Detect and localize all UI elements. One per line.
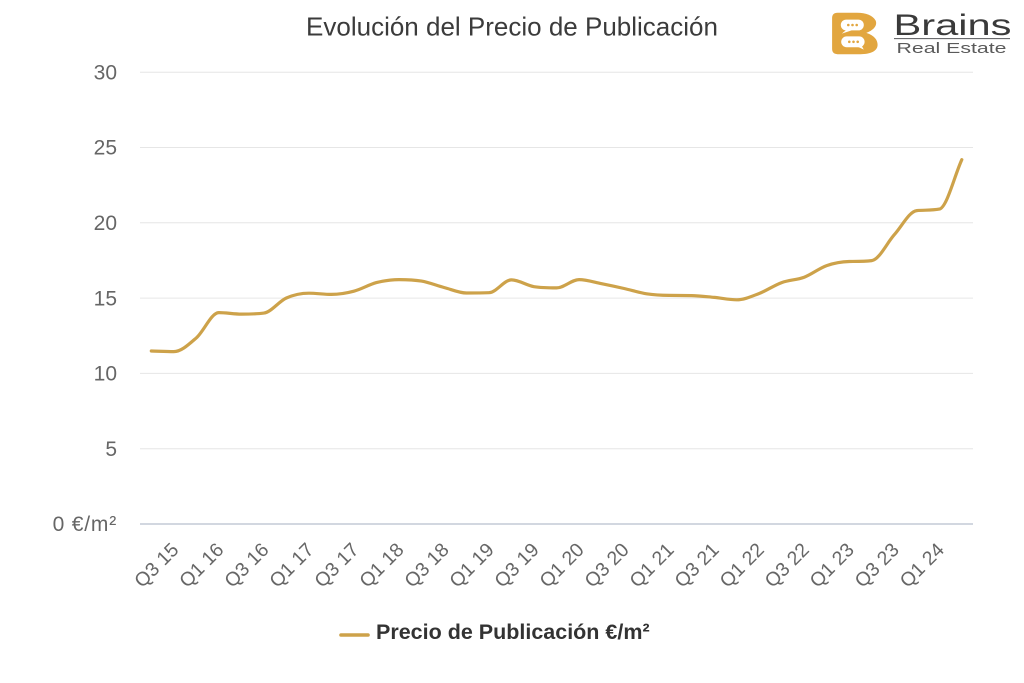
svg-text:15: 15 <box>94 287 117 310</box>
svg-text:Q1 17: Q1 17 <box>265 539 318 592</box>
svg-text:Q1 20: Q1 20 <box>536 539 589 592</box>
svg-text:Q3 22: Q3 22 <box>761 539 814 592</box>
svg-text:Q3 17: Q3 17 <box>310 539 363 592</box>
svg-text:Q1 16: Q1 16 <box>175 539 228 592</box>
svg-text:Precio de Publicación €/m²: Precio de Publicación €/m² <box>376 620 650 644</box>
svg-text:Q3 16: Q3 16 <box>220 539 273 592</box>
svg-text:Q1 24: Q1 24 <box>896 539 949 592</box>
svg-text:30: 30 <box>94 61 117 84</box>
svg-text:0 €/m²: 0 €/m² <box>53 513 117 536</box>
svg-text:Q3 23: Q3 23 <box>851 539 904 592</box>
svg-text:Q3 21: Q3 21 <box>671 539 724 592</box>
svg-text:20: 20 <box>94 212 117 235</box>
svg-text:Q3 19: Q3 19 <box>490 539 543 592</box>
svg-text:Q1 21: Q1 21 <box>626 539 679 592</box>
svg-text:Q3 20: Q3 20 <box>581 539 634 592</box>
svg-text:Q1 23: Q1 23 <box>806 539 859 592</box>
svg-text:25: 25 <box>94 137 117 160</box>
svg-text:Real Estate: Real Estate <box>897 40 1007 57</box>
svg-text:10: 10 <box>94 363 117 386</box>
svg-text:Brains: Brains <box>894 9 1012 42</box>
svg-text:Q3 18: Q3 18 <box>400 539 453 592</box>
svg-text:Evolución del Precio de Public: Evolución del Precio de Publicación <box>306 12 718 42</box>
svg-text:Q1 18: Q1 18 <box>355 539 408 592</box>
svg-text:Q3 15: Q3 15 <box>130 539 183 592</box>
svg-text:Q1 19: Q1 19 <box>445 539 498 592</box>
svg-text:Q1 22: Q1 22 <box>716 539 769 592</box>
svg-text:5: 5 <box>105 438 117 461</box>
